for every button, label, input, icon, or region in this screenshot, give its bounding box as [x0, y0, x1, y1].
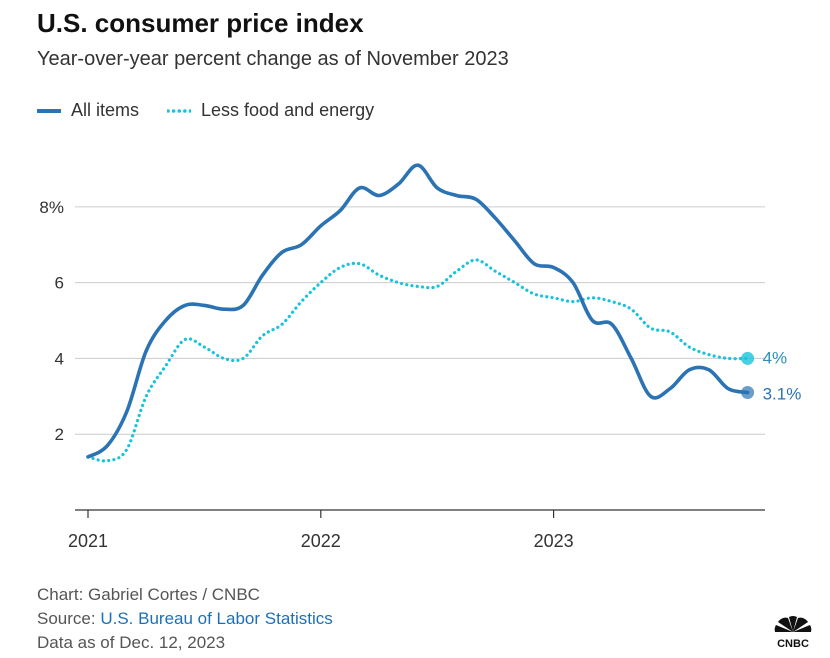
source-line: Source: U.S. Bureau of Labor Statistics — [37, 607, 333, 631]
x-tick-label-2021: 2021 — [68, 531, 108, 551]
end-label-all-items: 3.1% — [763, 385, 802, 404]
chart-title: U.S. consumer price index — [37, 8, 364, 38]
y-tick-label-2: 2 — [55, 425, 64, 444]
legend-item-core: Less food and energy — [167, 100, 374, 121]
series-line-less-food-energy — [86, 258, 750, 463]
end-marker-all-items — [741, 386, 755, 400]
y-tick-label-8: 8% — [39, 198, 64, 217]
chart-subtitle: Year-over-year percent change as of Nove… — [37, 48, 509, 70]
footer: Chart: Gabriel Cortes / CNBC Source: U.S… — [37, 583, 333, 655]
legend: All items Less food and energy — [37, 100, 402, 121]
legend-item-all-items: All items — [37, 100, 139, 121]
y-tick-label-6: 6 — [55, 274, 64, 293]
end-marker-less-food-energy — [741, 351, 755, 365]
series-line-all-items — [86, 163, 750, 459]
solid-line-icon — [37, 108, 61, 113]
x-tick-label-2022: 2022 — [301, 531, 341, 551]
chart-credit: Chart: Gabriel Cortes / CNBC — [37, 585, 260, 604]
logo-text: CNBC — [777, 638, 809, 650]
source-link[interactable]: U.S. Bureau of Labor Statistics — [100, 609, 333, 628]
legend-label-core: Less food and energy — [201, 100, 375, 120]
data-as-of: Data as of Dec. 12, 2023 — [37, 633, 226, 652]
end-label-less-food-energy: 4% — [763, 348, 788, 367]
legend-label-all-items: All items — [71, 100, 140, 120]
source-label: Source: — [37, 609, 96, 628]
y-tick-label-4: 4 — [55, 349, 64, 368]
cnbc-logo: CNBC — [774, 616, 812, 650]
dotted-line-icon — [167, 108, 192, 113]
x-tick-label-2023: 2023 — [534, 531, 574, 551]
